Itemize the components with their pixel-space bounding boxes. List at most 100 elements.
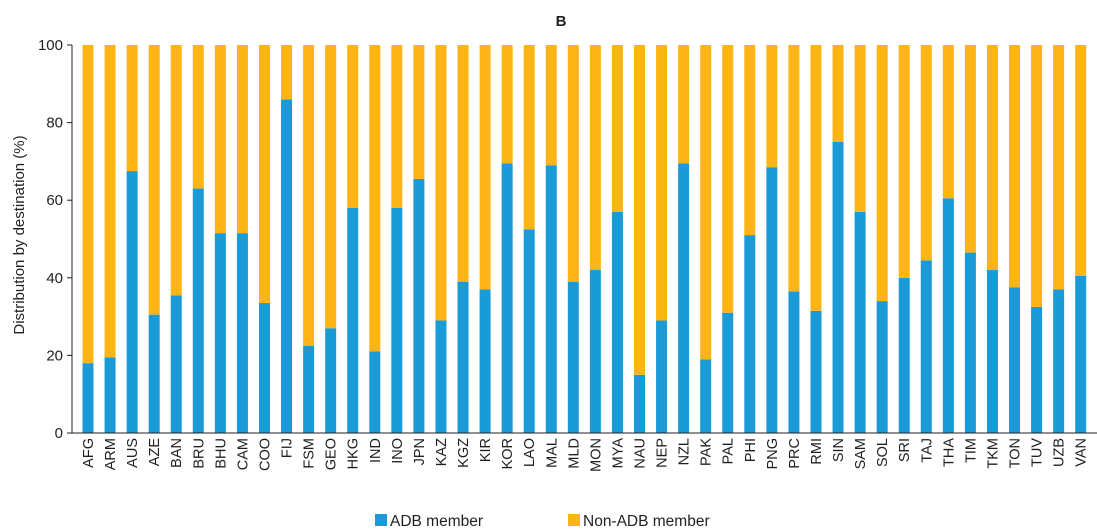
x-axis-labels: AFG ARM AUS AZE BAN BRU BHU CAM COO FIJ FSM GEO HKG I… — [81, 438, 1097, 472]
bar-adb-member-uzb — [1053, 289, 1065, 433]
bar-non-adb-member-van — [1075, 45, 1087, 276]
y-tick-label: 20 — [46, 347, 63, 364]
bar-adb-member-taj — [920, 260, 932, 433]
x-tick-label-lao: LAO — [522, 438, 538, 467]
x-tick-label-kor: KOR — [500, 438, 516, 469]
y-axis-title: Distribution by destination (%) — [11, 135, 28, 334]
bar-non-adb-member-cam — [236, 45, 248, 234]
bar-adb-member-pal — [722, 312, 734, 433]
legend-label-adb-member: ADB member — [390, 513, 483, 530]
x-tick-label-mon: MON — [588, 438, 604, 472]
bar-adb-member-coo — [258, 303, 270, 433]
bar-non-adb-member-kgz — [457, 45, 469, 282]
bar-non-adb-member-tha — [942, 45, 954, 199]
bar-non-adb-member-bhu — [214, 45, 226, 234]
x-tick-label-nep: NEP — [655, 438, 671, 468]
y-tick-label: 0 — [55, 425, 63, 442]
x-tick-label-mya: MYA — [610, 438, 626, 469]
legend-swatch-adb-member — [375, 514, 387, 526]
bar-non-adb-member-nep — [656, 45, 668, 321]
x-tick-label-arm: ARM — [103, 438, 119, 470]
bar-non-adb-member-rmi — [810, 45, 822, 311]
bar-adb-member-cam — [236, 233, 248, 433]
bar-non-adb-member-ton — [1009, 45, 1021, 288]
y-tick-label: 40 — [46, 270, 63, 287]
bar-adb-member-nzl — [678, 163, 690, 433]
x-tick-label-vie: VIE — [1096, 438, 1097, 462]
bar-adb-member-tuv — [1031, 306, 1043, 433]
x-tick-label-png: PNG — [765, 438, 781, 469]
x-tick-label-kgz: KGZ — [456, 438, 472, 468]
chart-title: B — [556, 13, 567, 30]
bar-non-adb-member-bru — [192, 45, 204, 189]
bar-non-adb-member-kor — [501, 45, 513, 164]
x-tick-label-sin: SIN — [831, 438, 847, 462]
bar-adb-member-van — [1075, 275, 1087, 433]
bar-adb-member-ban — [170, 295, 182, 433]
bar-adb-member-mld — [567, 281, 579, 433]
bar-adb-member-ton — [1009, 287, 1021, 433]
x-tick-label-phi: PHI — [743, 438, 759, 462]
x-tick-label-mld: MLD — [566, 438, 582, 469]
bar-non-adb-member-tkm — [986, 45, 998, 271]
x-tick-label-van: VAN — [1074, 438, 1090, 467]
bar-non-adb-member-arm — [104, 45, 116, 358]
bar-non-adb-member-png — [766, 45, 778, 168]
bar-non-adb-member-lao — [523, 45, 535, 230]
legend-swatch-non-adb-member — [568, 514, 580, 526]
x-tick-label-ino: INO — [390, 438, 406, 464]
bar-non-adb-member-sri — [898, 45, 910, 278]
bar-non-adb-member-afg — [82, 45, 94, 364]
bar-non-adb-member-kaz — [435, 45, 447, 321]
bar-non-adb-member-sol — [876, 45, 888, 302]
x-tick-label-tha: THA — [941, 438, 957, 467]
bar-adb-member-mon — [589, 270, 601, 433]
bar-non-adb-member-mon — [589, 45, 601, 271]
x-tick-label-tim: TIM — [963, 438, 979, 463]
bar-adb-member-jpn — [413, 178, 425, 433]
bar-adb-member-aze — [148, 314, 160, 433]
x-tick-label-afg: AFG — [81, 438, 97, 468]
bar-non-adb-member-sin — [832, 45, 844, 142]
bar-adb-member-kaz — [435, 320, 447, 433]
bar-adb-member-arm — [104, 357, 116, 433]
bar-non-adb-member-ind — [369, 45, 381, 352]
bar-adb-member-kgz — [457, 281, 469, 433]
bar-non-adb-member-kir — [479, 45, 491, 290]
bar-non-adb-member-prc — [788, 45, 800, 292]
x-tick-label-ban: BAN — [169, 438, 185, 468]
bars — [82, 45, 1087, 433]
x-tick-label-nau: NAU — [633, 438, 649, 469]
x-tick-label-rmi: RMI — [809, 438, 825, 465]
bar-non-adb-member-tim — [964, 45, 976, 253]
bar-non-adb-member-fsm — [303, 45, 315, 346]
bar-adb-member-mya — [611, 211, 623, 433]
bar-non-adb-member-aze — [148, 45, 160, 315]
bar-adb-member-tim — [964, 252, 976, 433]
y-tick-label: 60 — [46, 192, 63, 209]
x-tick-label-tkm: TKM — [985, 438, 1001, 469]
x-tick-label-coo: COO — [257, 438, 273, 471]
bar-adb-member-nep — [656, 320, 668, 433]
x-tick-label-pak: PAK — [699, 438, 715, 466]
bar-non-adb-member-pak — [700, 45, 712, 360]
bar-adb-member-bhu — [214, 233, 226, 433]
bar-non-adb-member-uzb — [1053, 45, 1065, 290]
x-tick-label-tuv: TUV — [1030, 438, 1046, 467]
bar-non-adb-member-jpn — [413, 45, 425, 179]
bar-adb-member-sam — [854, 211, 866, 433]
x-tick-label-sam: SAM — [853, 438, 869, 469]
bar-adb-member-tha — [942, 198, 954, 433]
x-tick-label-prc: PRC — [787, 438, 803, 469]
y-tick-label: 80 — [46, 115, 63, 132]
bar-adb-member-sol — [876, 301, 888, 433]
bar-adb-member-phi — [744, 235, 756, 433]
x-tick-label-jpn: JPN — [412, 438, 428, 465]
bar-non-adb-member-geo — [325, 45, 337, 329]
bar-adb-member-geo — [325, 328, 337, 433]
bar-non-adb-member-pal — [722, 45, 734, 313]
bar-adb-member-pak — [700, 359, 712, 433]
x-tick-label-bru: BRU — [191, 438, 207, 469]
x-tick-label-kir: KIR — [478, 438, 494, 462]
